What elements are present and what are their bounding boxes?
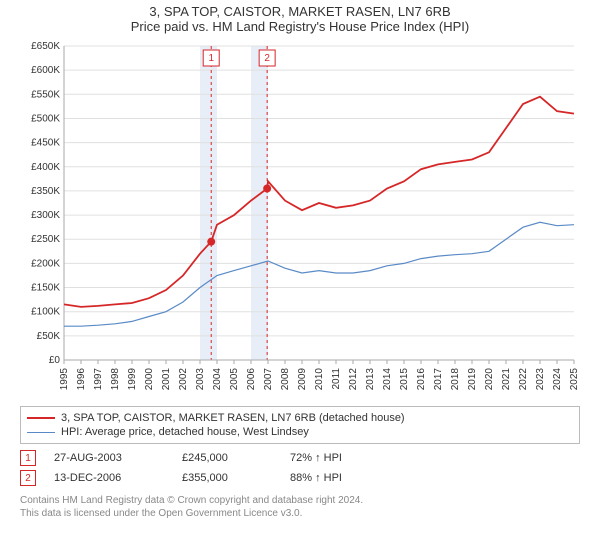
svg-text:2020: 2020 [484, 368, 495, 391]
legend-item: 3, SPA TOP, CAISTOR, MARKET RASEN, LN7 6… [27, 411, 573, 425]
svg-text:2017: 2017 [433, 368, 444, 391]
svg-text:2025: 2025 [569, 368, 580, 391]
svg-text:£600K: £600K [31, 65, 60, 76]
svg-text:2013: 2013 [365, 368, 376, 391]
svg-text:2024: 2024 [552, 368, 563, 391]
svg-text:2003: 2003 [195, 368, 206, 391]
svg-text:1998: 1998 [110, 368, 121, 391]
legend-swatch [27, 417, 55, 419]
chart-container: £0 £50K £100K £150K £200K £250K £300K £350K £400… [20, 40, 580, 400]
footer-attribution: Contains HM Land Registry data © Crown c… [20, 494, 580, 520]
svg-text:£650K: £650K [31, 41, 60, 52]
svg-text:£300K: £300K [31, 210, 60, 221]
legend-item: HPI: Average price, detached house, West… [27, 425, 573, 439]
sale-pct-hpi: 88% ↑ HPI [290, 472, 390, 484]
svg-text:2019: 2019 [467, 368, 478, 391]
sale-date: 27-AUG-2003 [54, 452, 164, 464]
svg-text:£50K: £50K [37, 331, 61, 342]
svg-text:2011: 2011 [331, 368, 342, 390]
table-row: 2 13-DEC-2006 £355,000 88% ↑ HPI [20, 468, 580, 488]
svg-text:1996: 1996 [76, 368, 87, 391]
svg-text:2016: 2016 [416, 368, 427, 391]
price-chart: £0 £50K £100K £150K £200K £250K £300K £350K £400… [20, 40, 580, 400]
legend-label: 3, SPA TOP, CAISTOR, MARKET RASEN, LN7 6… [61, 412, 405, 424]
svg-text:2018: 2018 [450, 368, 461, 391]
sale-marker-box: 2 [20, 470, 36, 486]
svg-text:£500K: £500K [31, 113, 60, 124]
svg-text:2008: 2008 [280, 368, 291, 391]
svg-text:2005: 2005 [229, 368, 240, 391]
legend: 3, SPA TOP, CAISTOR, MARKET RASEN, LN7 6… [20, 406, 580, 444]
svg-text:1995: 1995 [59, 368, 70, 391]
svg-text:2021: 2021 [501, 368, 512, 391]
svg-text:£400K: £400K [31, 162, 60, 173]
svg-text:1: 1 [208, 53, 214, 64]
table-row: 1 27-AUG-2003 £245,000 72% ↑ HPI [20, 448, 580, 468]
sales-table: 1 27-AUG-2003 £245,000 72% ↑ HPI 2 13-DE… [20, 448, 580, 488]
svg-text:2023: 2023 [535, 368, 546, 391]
sale-price: £355,000 [182, 472, 272, 484]
legend-label: HPI: Average price, detached house, West… [61, 426, 309, 438]
title-address: 3, SPA TOP, CAISTOR, MARKET RASEN, LN7 6… [0, 4, 600, 19]
svg-text:2012: 2012 [348, 368, 359, 391]
svg-text:2009: 2009 [297, 368, 308, 391]
svg-text:£450K: £450K [31, 138, 60, 149]
footer-line: Contains HM Land Registry data © Crown c… [20, 494, 580, 507]
title-subtitle: Price paid vs. HM Land Registry's House … [0, 19, 600, 34]
svg-text:2: 2 [264, 53, 270, 64]
svg-text:2007: 2007 [263, 368, 274, 391]
sale-price: £245,000 [182, 452, 272, 464]
svg-text:£200K: £200K [31, 258, 60, 269]
svg-text:2022: 2022 [518, 368, 529, 391]
svg-text:£100K: £100K [31, 307, 60, 318]
sale-marker-box: 1 [20, 450, 36, 466]
svg-text:1997: 1997 [93, 368, 104, 391]
sale-pct-hpi: 72% ↑ HPI [290, 452, 390, 464]
legend-swatch [27, 432, 55, 433]
footer-line: This data is licensed under the Open Gov… [20, 507, 580, 520]
svg-text:2010: 2010 [314, 368, 325, 391]
sale-date: 13-DEC-2006 [54, 472, 164, 484]
svg-text:2002: 2002 [178, 368, 189, 391]
svg-text:2006: 2006 [246, 368, 257, 391]
svg-text:2000: 2000 [144, 368, 155, 391]
svg-text:2001: 2001 [161, 368, 172, 391]
svg-text:2015: 2015 [399, 368, 410, 391]
svg-text:2014: 2014 [382, 368, 393, 391]
svg-text:£350K: £350K [31, 186, 60, 197]
svg-text:1999: 1999 [127, 368, 138, 391]
svg-text:2004: 2004 [212, 368, 223, 391]
svg-text:£250K: £250K [31, 234, 60, 245]
svg-text:£550K: £550K [31, 89, 60, 100]
svg-text:£0: £0 [49, 355, 61, 366]
chart-title-block: 3, SPA TOP, CAISTOR, MARKET RASEN, LN7 6… [0, 0, 600, 36]
svg-text:£150K: £150K [31, 283, 60, 294]
